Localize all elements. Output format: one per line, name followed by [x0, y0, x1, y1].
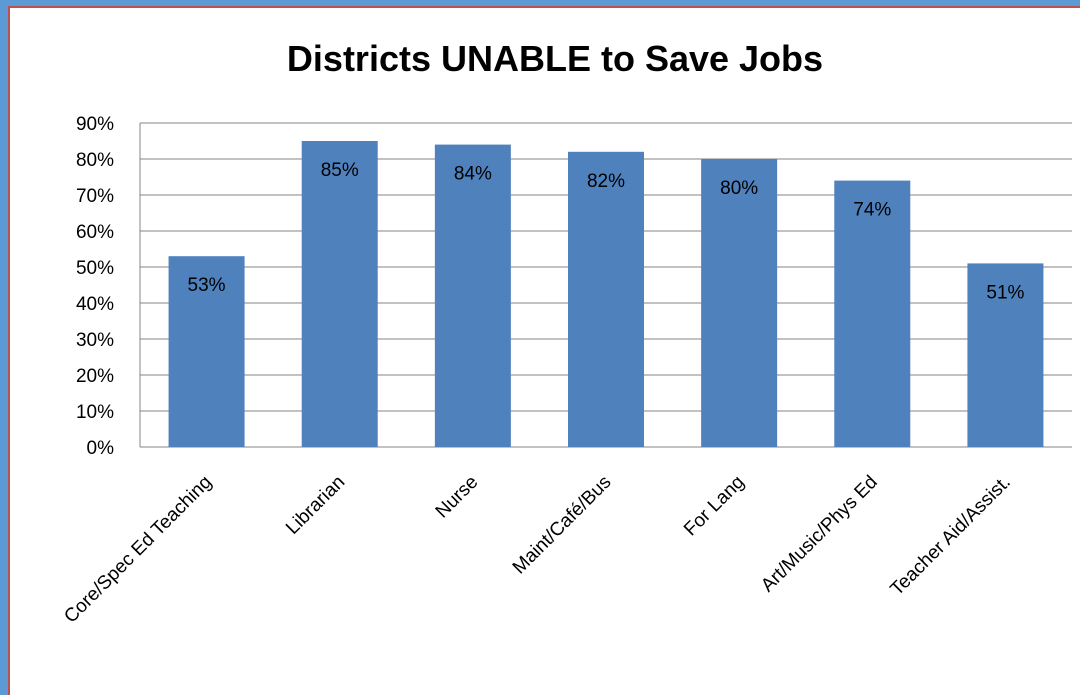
x-tick-label: Core/Spec Ed Teaching: [60, 472, 216, 628]
y-tick-label: 70%: [76, 186, 114, 207]
y-tick-label: 30%: [76, 330, 114, 351]
bar: [434, 144, 511, 447]
y-tick-label: 80%: [76, 150, 114, 171]
y-tick-label: 60%: [76, 222, 114, 243]
x-tick-label: Teacher Aid/Assist.: [887, 472, 1015, 600]
bar: [301, 141, 378, 447]
x-tick-label: For Lang: [680, 472, 749, 541]
data-label: 74%: [853, 200, 891, 221]
data-label: 80%: [720, 178, 758, 199]
y-tick-label: 20%: [76, 366, 114, 387]
bar: [967, 263, 1044, 447]
x-tick-label: Librarian: [282, 472, 349, 539]
y-tick-label: 10%: [76, 402, 114, 423]
data-label: 53%: [188, 275, 226, 296]
x-tick-label: Maint/Café/Bus: [509, 472, 616, 579]
data-label: 85%: [321, 160, 359, 181]
bar: [568, 151, 644, 448]
bar: [834, 180, 911, 447]
data-label: 82%: [587, 171, 625, 192]
data-label: 51%: [986, 282, 1024, 303]
bar: [701, 159, 778, 447]
chart-title: Districts UNABLE to Save Jobs: [286, 38, 824, 79]
y-tick-label: 0%: [87, 438, 115, 459]
y-tick-label: 90%: [76, 114, 114, 135]
data-label: 84%: [454, 164, 492, 185]
y-tick-label: 50%: [76, 258, 114, 279]
x-tick-label: Nurse: [432, 472, 483, 523]
bar: [168, 256, 245, 447]
x-tick-label: Art/Music/Phys Ed: [757, 472, 882, 597]
y-tick-label: 40%: [76, 294, 114, 315]
